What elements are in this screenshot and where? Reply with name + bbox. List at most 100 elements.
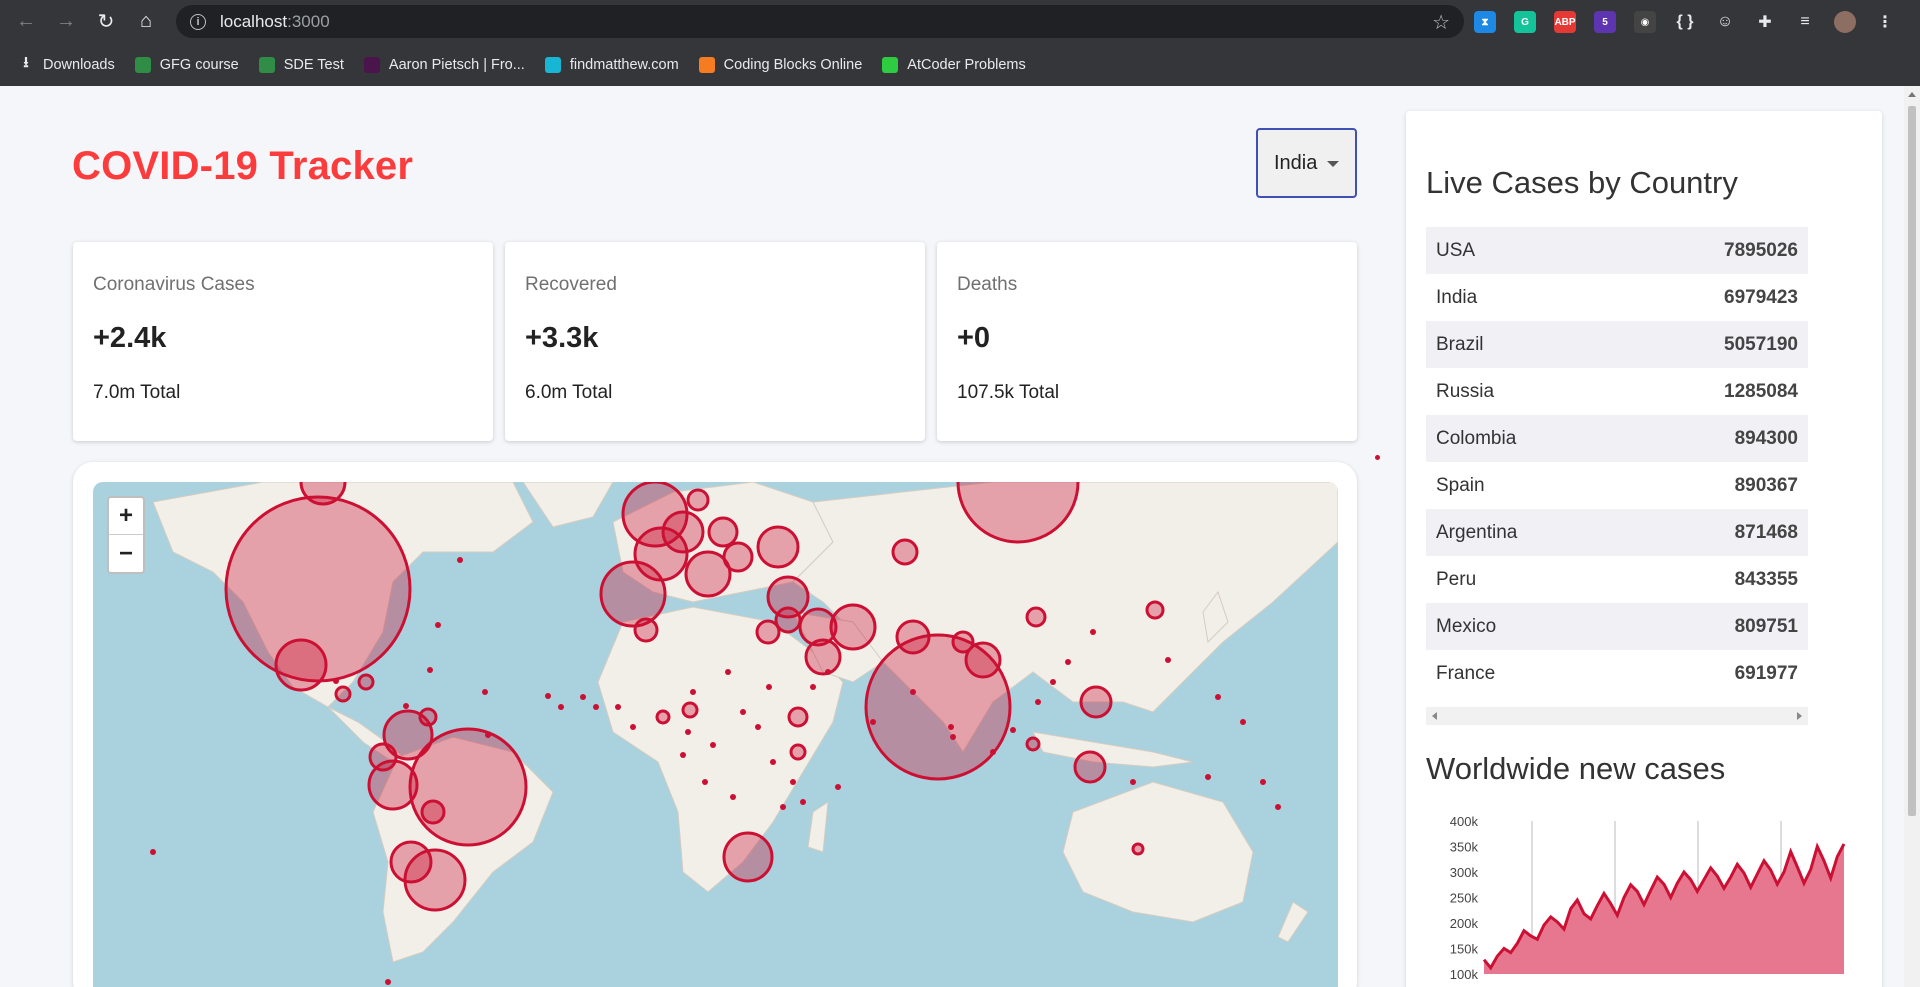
case-dot[interactable] [427, 667, 433, 673]
more-icon[interactable]: ⋮ [1874, 11, 1896, 33]
india-circle[interactable] [864, 633, 1012, 781]
deaths-card[interactable]: Deaths +0 107.5k Total [937, 242, 1357, 441]
forward-button[interactable]: → [56, 10, 76, 32]
cuba-circle[interactable] [357, 673, 375, 691]
indonesia-circle[interactable] [1073, 750, 1107, 784]
case-dot[interactable] [950, 734, 956, 740]
home-button[interactable]: ⌂ [139, 10, 153, 32]
case-dot[interactable] [485, 732, 491, 738]
page-scrollbar[interactable] [1904, 86, 1920, 987]
bolivia-circle[interactable] [420, 799, 446, 825]
case-dot[interactable] [835, 784, 841, 790]
nigeria-circle[interactable] [681, 701, 699, 719]
case-dot[interactable] [1260, 779, 1266, 785]
avatar[interactable] [1834, 11, 1856, 33]
case-dot[interactable] [150, 849, 156, 855]
country-select[interactable]: India [1256, 128, 1357, 198]
bookmark-2[interactable]: SDE Test [258, 56, 344, 73]
glasses-icon[interactable]: ◉ [1634, 11, 1656, 33]
case-dot[interactable] [545, 693, 551, 699]
egypt-circle[interactable] [755, 619, 781, 645]
case-dot[interactable] [1065, 659, 1071, 665]
case-dot[interactable] [702, 779, 708, 785]
country-row[interactable]: Russia 1285084 [1426, 368, 1808, 415]
china-circle[interactable] [1025, 606, 1047, 628]
bookmark-star-icon[interactable]: ☆ [1432, 12, 1450, 34]
bookmark-0[interactable]: ⭳ Downloads [18, 54, 114, 73]
case-dot[interactable] [1275, 804, 1281, 810]
bangladesh-circle[interactable] [964, 641, 1002, 679]
malaysia-circle[interactable] [1025, 736, 1041, 752]
ukraine-circle[interactable] [756, 525, 800, 569]
bookmark-3[interactable]: Aaron Pietsch | Fro... [363, 56, 525, 73]
case-dot[interactable] [630, 724, 636, 730]
case-dot[interactable] [1215, 694, 1221, 700]
country-row[interactable]: India 6979423 [1426, 274, 1808, 321]
case-dot[interactable] [1035, 699, 1041, 705]
venezuela-circle[interactable] [418, 707, 438, 727]
page-scroll-up-icon[interactable] [1908, 92, 1916, 97]
scroll-right-icon[interactable] [1797, 712, 1802, 720]
france-circle[interactable] [633, 526, 689, 582]
braces-icon[interactable]: { } [1674, 11, 1696, 33]
morocco-circle[interactable] [633, 617, 659, 643]
case-dot[interactable] [1205, 774, 1211, 780]
mexico-circle[interactable] [274, 638, 328, 692]
bookmark-5[interactable]: Coding Blocks Online [698, 56, 862, 73]
case-dot[interactable] [1130, 779, 1136, 785]
chile-circle[interactable] [389, 840, 433, 884]
case-dot[interactable] [685, 729, 691, 735]
ghana-circle[interactable] [655, 709, 671, 725]
country-row[interactable]: Argentina 871468 [1426, 509, 1808, 556]
case-dot[interactable] [990, 749, 996, 755]
bookmark-6[interactable]: AtCoder Problems [882, 56, 1026, 73]
recovered-card[interactable]: Recovered +3.3k 6.0m Total [505, 242, 925, 441]
case-dot[interactable] [615, 704, 621, 710]
table-horizontal-scrollbar[interactable] [1426, 707, 1808, 725]
case-dot[interactable] [580, 694, 586, 700]
south-africa-circle[interactable] [722, 831, 774, 883]
case-dot[interactable] [780, 804, 786, 810]
case-dot[interactable] [1010, 727, 1016, 733]
italy-circle[interactable] [684, 550, 732, 598]
reload-button[interactable]: ↻ [97, 11, 115, 33]
nepal-circle[interactable] [951, 630, 975, 654]
case-dot[interactable] [435, 622, 441, 628]
case-dot[interactable] [385, 979, 391, 985]
case-dot[interactable] [710, 742, 716, 748]
case-dot[interactable] [680, 752, 686, 758]
case-dot[interactable] [457, 557, 463, 563]
case-dot[interactable] [810, 684, 816, 690]
case-dot[interactable] [755, 724, 761, 730]
usa-circle[interactable] [224, 495, 412, 683]
kazakhstan-circle[interactable] [891, 538, 919, 566]
country-row[interactable]: Mexico 809751 [1426, 603, 1808, 650]
case-dot[interactable] [725, 669, 731, 675]
cases-card[interactable]: Coronavirus Cases +2.4k 7.0m Total [73, 242, 493, 441]
zoom-in-button[interactable]: + [109, 498, 143, 535]
case-dot[interactable] [740, 709, 746, 715]
romania-circle[interactable] [722, 541, 754, 573]
peru-circle[interactable] [367, 759, 419, 811]
adblock-icon[interactable]: ABP [1554, 11, 1576, 33]
case-dot[interactable] [910, 689, 916, 695]
case-dot[interactable] [333, 678, 339, 684]
country-row[interactable]: France 691977 [1426, 650, 1808, 697]
japan-circle[interactable] [1145, 600, 1165, 620]
canada-circle[interactable] [299, 482, 347, 506]
case-dot[interactable] [770, 759, 776, 765]
case-dot[interactable] [1090, 629, 1096, 635]
map-canvas[interactable] [93, 482, 1338, 987]
chat-icon[interactable]: ☺ [1714, 11, 1736, 33]
case-dot[interactable] [593, 704, 599, 710]
case-dot[interactable] [825, 669, 831, 675]
case-dot[interactable] [1240, 719, 1246, 725]
germany-circle[interactable] [661, 510, 705, 554]
world-map[interactable]: + − [93, 482, 1338, 987]
guatemala-circle[interactable] [334, 685, 352, 703]
case-dot[interactable] [482, 689, 488, 695]
address-url[interactable]: localhost:3000 [220, 12, 330, 32]
sweden-circle[interactable] [686, 488, 710, 512]
country-row[interactable]: Spain 890367 [1426, 462, 1808, 509]
case-dot[interactable] [558, 704, 564, 710]
